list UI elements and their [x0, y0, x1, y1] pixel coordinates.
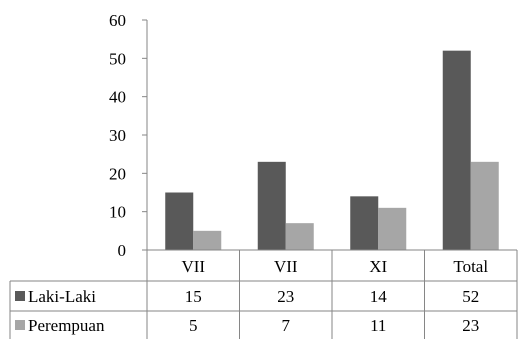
bar-laki-laki [165, 192, 194, 250]
bar-perempuan [378, 207, 407, 250]
legend-key [15, 320, 25, 330]
y-tick-label: 0 [118, 241, 127, 260]
data-label: 7 [282, 316, 291, 335]
legend-key [15, 291, 25, 301]
y-tick-label: 10 [109, 203, 126, 222]
data-label: 15 [185, 287, 202, 306]
data-label: 23 [277, 287, 294, 306]
legend-label: Laki-Laki [28, 287, 96, 306]
data-label: 5 [189, 316, 198, 335]
y-axis: 0 10 20 30 40 50 60 [109, 11, 148, 260]
category-label: Total [453, 257, 488, 276]
data-label: 52 [462, 287, 479, 306]
data-label: 23 [462, 316, 479, 335]
y-tick-label: 20 [109, 164, 126, 183]
category-label: VII [181, 257, 205, 276]
data-label: 14 [370, 287, 388, 306]
y-tick-label: 30 [109, 126, 126, 145]
bar-laki-laki [257, 161, 286, 250]
category-label: VII [274, 257, 298, 276]
data-table: VII VII XI Total Laki-Laki 15 23 14 52 Perempuan 5… [9, 249, 518, 339]
category-label: XI [369, 257, 387, 276]
y-tick-label: 60 [109, 11, 126, 30]
bar-laki-laki [350, 196, 379, 250]
y-tick-label: 50 [109, 49, 126, 68]
bar-perempuan [285, 223, 314, 250]
data-label: 11 [370, 316, 386, 335]
y-tick-label: 40 [109, 88, 126, 107]
bar-perempuan [470, 161, 499, 250]
legend-label: Perempuan [28, 316, 105, 335]
bar-perempuan [193, 230, 222, 250]
bars [165, 50, 499, 250]
bar-laki-laki [442, 50, 471, 250]
